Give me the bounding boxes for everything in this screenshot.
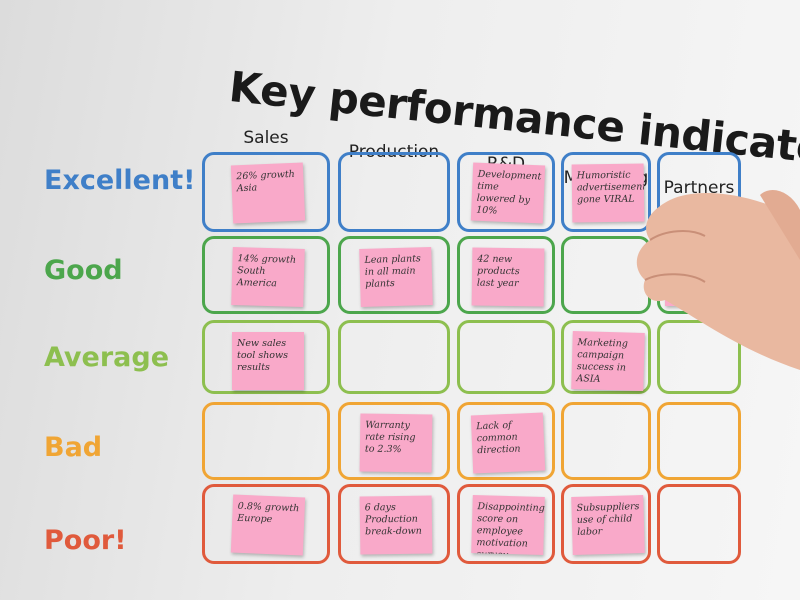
sticky-note: New sales tool shows results bbox=[232, 332, 304, 390]
column-header: Sales bbox=[243, 128, 289, 148]
kpi-cell bbox=[561, 402, 651, 480]
column-header: Partners bbox=[663, 178, 735, 198]
kpi-cell bbox=[202, 484, 330, 564]
kpi-cell bbox=[657, 320, 741, 394]
kpi-cell bbox=[657, 402, 741, 480]
kpi-cell bbox=[561, 152, 651, 232]
kpi-cell bbox=[338, 236, 450, 314]
kpi-cell bbox=[202, 236, 330, 314]
kpi-cell bbox=[457, 320, 555, 394]
kpi-cell bbox=[338, 402, 450, 480]
kpi-cell bbox=[561, 484, 651, 564]
kpi-cell bbox=[657, 484, 741, 564]
row-label: Poor! bbox=[44, 525, 127, 556]
row-label: Bad bbox=[44, 432, 103, 463]
row-label: Average bbox=[44, 342, 170, 373]
kpi-cell bbox=[202, 320, 330, 394]
kpi-cell bbox=[457, 484, 555, 564]
row-label: Excellent! bbox=[44, 165, 196, 196]
kpi-cell bbox=[561, 320, 651, 394]
row-label: Good bbox=[44, 255, 123, 286]
kpi-cell bbox=[202, 152, 330, 232]
kpi-cell bbox=[457, 152, 555, 232]
kpi-cell bbox=[457, 402, 555, 480]
kpi-cell bbox=[338, 320, 450, 394]
kpi-cell bbox=[457, 236, 555, 314]
kpi-cell bbox=[338, 152, 450, 232]
kpi-cell bbox=[202, 402, 330, 480]
kpi-cell bbox=[338, 484, 450, 564]
